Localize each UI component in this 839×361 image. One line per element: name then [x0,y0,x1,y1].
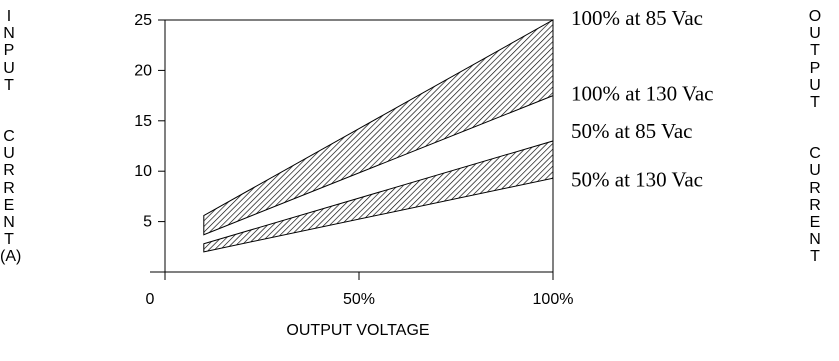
x-tick-label: 50% [343,291,375,308]
axis-label-letter: E [3,196,15,214]
band-label-lower: 50% at 130 Vac [571,167,703,191]
axis-label-letter: R [809,179,821,197]
axis-label-letter: T [810,42,820,60]
plot-area: 100% at 85 Vac 100% at 130 Vac 50% at 85 V… [203,6,714,253]
axis-label-letter: U [809,76,821,94]
axis-label-letter: N [809,231,821,249]
axis-label-letter: U [809,162,821,180]
axis-label-letter: E [809,213,821,231]
y-tick-label: 10 [134,163,152,180]
axis-label-letter: N [3,213,15,231]
axis-label-letter: T [4,231,14,249]
axis-label-letter: I [6,8,12,25]
axis-label-letter: N [3,25,15,43]
axis-label-letter: T [4,76,14,94]
y-tick-label: 5 [143,214,152,231]
axis-label-letter: P [809,59,821,77]
axis-label-letter: R [3,162,15,180]
y-tick-label: 15 [134,113,152,130]
axis-label-letter: P [3,42,15,60]
axis-label-letter: T [810,93,820,111]
axis-label-letter: R [809,196,821,214]
band-label-upper: 100% at 85 Vac [571,6,703,30]
axis-label-letter: U [3,59,15,77]
axis-label-letter: R [3,179,15,197]
axis-label-letter: T [810,248,820,266]
axis-label-letter: C [3,127,15,145]
x-tick-label: 100% [533,291,574,308]
axes: 5 10 15 20 25 0 50% 100% [134,12,573,308]
axis-label-letter: U [809,25,821,43]
x-tick-label: 0 [146,291,155,308]
band-label-lower: 100% at 130 Vac [571,82,714,106]
x-axis-label: OUTPUT VOLTAGE [286,322,429,339]
band-label-upper: 50% at 85 Vac [571,119,693,143]
axis-label-letter: O [808,8,822,25]
y-tick-label: 20 [134,62,152,79]
axis-label-unit: (A) [0,248,22,266]
y-axis-label-left: I N P U T C U R R E N T (A) [0,8,22,266]
y-tick-label: 25 [134,12,152,29]
axis-label-letter: U [3,145,15,163]
axis-label-letter: C [809,145,821,163]
